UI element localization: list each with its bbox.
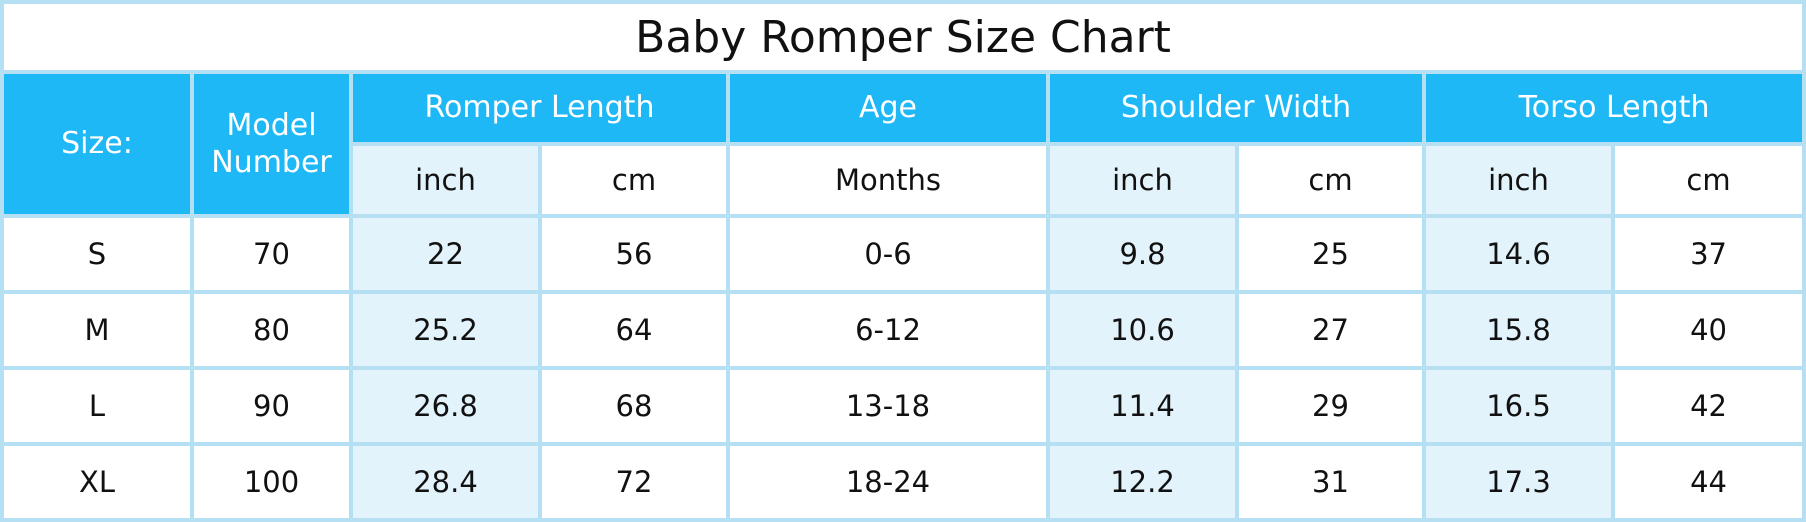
- table-cell: S: [4, 218, 190, 290]
- table-cell: 29: [1239, 370, 1422, 442]
- table-cell: XL: [4, 446, 190, 518]
- table-cell: 44: [1615, 446, 1803, 518]
- table-cell: 100: [194, 446, 349, 518]
- table-cell: 13-18: [730, 370, 1046, 442]
- chart-title: Baby Romper Size Chart: [4, 4, 1803, 70]
- table-cell: M: [4, 294, 190, 366]
- table-cell: 22: [353, 218, 538, 290]
- table-cell: 90: [194, 370, 349, 442]
- unit-header: cm: [1615, 146, 1803, 214]
- unit-header: inch: [1050, 146, 1235, 214]
- table-cell: 17.3: [1426, 446, 1611, 518]
- unit-header: cm: [542, 146, 726, 214]
- table-cell: 16.5: [1426, 370, 1611, 442]
- table-cell: 64: [542, 294, 726, 366]
- table-cell: 56: [542, 218, 726, 290]
- table-row: S 70 22 56 0-6 9.8 25 14.6 37: [4, 218, 1803, 290]
- table-cell: 70: [194, 218, 349, 290]
- table-cell: 40: [1615, 294, 1803, 366]
- table-row: inch cm Months inch cm inch cm: [4, 146, 1803, 214]
- table-cell: 68: [542, 370, 726, 442]
- unit-header: inch: [353, 146, 538, 214]
- table-cell: 6-12: [730, 294, 1046, 366]
- table-row: Baby Romper Size Chart: [4, 4, 1803, 70]
- unit-header: cm: [1239, 146, 1422, 214]
- column-header: Torso Length: [1426, 74, 1803, 142]
- table-cell: 14.6: [1426, 218, 1611, 290]
- table-cell: L: [4, 370, 190, 442]
- table-cell: 28.4: [353, 446, 538, 518]
- column-header: Size:: [4, 74, 190, 214]
- column-header: Model Number: [194, 74, 349, 214]
- table-row: XL 100 28.4 72 18-24 12.2 31 17.3 44: [4, 446, 1803, 518]
- column-header: Shoulder Width: [1050, 74, 1422, 142]
- table-row: M 80 25.2 64 6-12 10.6 27 15.8 40: [4, 294, 1803, 366]
- unit-header: Months: [730, 146, 1046, 214]
- table-cell: 42: [1615, 370, 1803, 442]
- table-cell: 9.8: [1050, 218, 1235, 290]
- unit-header: inch: [1426, 146, 1611, 214]
- table-cell: 31: [1239, 446, 1422, 518]
- table-cell: 25.2: [353, 294, 538, 366]
- table-cell: 27: [1239, 294, 1422, 366]
- table-cell: 12.2: [1050, 446, 1235, 518]
- table-cell: 10.6: [1050, 294, 1235, 366]
- table-cell: 0-6: [730, 218, 1046, 290]
- table-cell: 80: [194, 294, 349, 366]
- table-cell: 25: [1239, 218, 1422, 290]
- table-cell: 11.4: [1050, 370, 1235, 442]
- table-row: L 90 26.8 68 13-18 11.4 29 16.5 42: [4, 370, 1803, 442]
- table-cell: 15.8: [1426, 294, 1611, 366]
- table-cell: 26.8: [353, 370, 538, 442]
- table-cell: 72: [542, 446, 726, 518]
- table-cell: 18-24: [730, 446, 1046, 518]
- table-row: Size: Model Number Romper Length Age Shoulde…: [4, 74, 1803, 214]
- table-cell: 37: [1615, 218, 1803, 290]
- column-header: Romper Length: [353, 74, 726, 142]
- column-header: Age: [730, 74, 1046, 142]
